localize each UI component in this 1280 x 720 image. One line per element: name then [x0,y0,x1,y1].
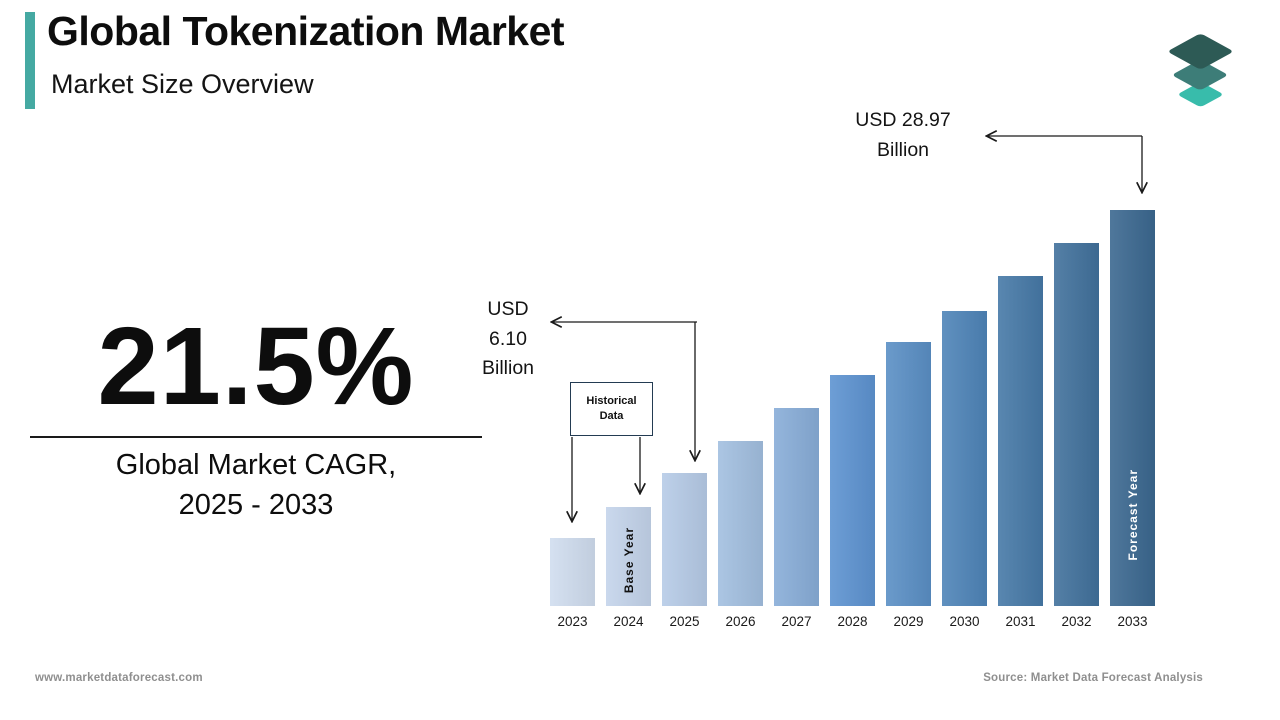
annotation-line: USD [487,298,529,320]
cagr-value: 21.5% [97,305,415,428]
stat-divider-line [30,436,482,438]
annotation-usd-28-97-billion: USD 28.97 Billion [828,106,978,165]
bar-2033: Forecast Year [1110,210,1155,606]
annotation-line: Billion [876,138,930,161]
year-tick-label: 2025 [669,614,700,629]
cagr-caption-line2: 2025 - 2033 [178,489,334,521]
bar-column-2029: 2029 [886,200,931,629]
bar-2028 [830,375,875,606]
base-year-label: Base Year [621,526,636,593]
annotation-line: 6.10 [489,327,527,350]
title-accent-bar [25,12,35,109]
bar-column-2033: Forecast Year 2033 [1110,200,1155,629]
year-tick-label: 2023 [557,614,588,629]
bar-2032 [1054,243,1099,606]
page-title: Global Tokenization Market [47,8,565,54]
historical-data-line1: Historical [586,395,637,407]
source-note: Source: Market Data Forecast Analysis [983,672,1203,684]
bar-2029 [886,342,931,606]
layers-logo-icon [1167,32,1234,114]
page-subtitle: Market Size Overview [51,69,314,99]
forecast-year-label: Forecast Year [1125,468,1140,561]
bar-column-2026: 2026 [718,200,763,629]
bar-column-2028: 2028 [830,200,875,629]
bar-2031 [998,276,1043,606]
logo-layer-top-icon [1167,33,1234,70]
bar-2023 [550,538,595,606]
historical-data-line2: Data [599,410,624,422]
bar-chart: 2023 Base Year 2024 2025 2026 2027 2028 2029 203… [550,200,1155,629]
year-tick-label: 2026 [725,614,756,629]
bar-column-2025: 2025 [662,200,707,629]
website-url: www.marketdataforecast.com [35,672,203,684]
historical-data-box: Historical Data [570,382,653,436]
bar-2025 [662,473,707,606]
year-tick-label: 2031 [1005,614,1036,629]
bar-column-2024: Base Year 2024 [606,200,651,629]
year-tick-label: 2024 [613,614,644,629]
annotation-line: Billion [481,357,535,379]
year-tick-label: 2027 [781,614,812,629]
bar-2026 [718,441,763,606]
year-tick-label: 2032 [1061,614,1092,629]
year-tick-label: 2029 [893,614,924,629]
bar-column-2023: 2023 [550,200,595,629]
year-tick-label: 2028 [837,614,868,629]
bar-column-2027: 2027 [774,200,819,629]
cagr-caption-line1: Global Market CAGR, [115,449,397,481]
bar-column-2031: 2031 [998,200,1043,629]
annotation-line: USD 28.97 [855,109,951,131]
bar-column-2030: 2030 [942,200,987,629]
bar-2030 [942,311,987,606]
year-tick-label: 2033 [1117,614,1148,629]
bar-2027 [774,408,819,606]
bar-2024: Base Year [606,507,651,606]
year-tick-label: 2030 [949,614,980,629]
bar-column-2032: 2032 [1054,200,1099,629]
annotation-usd-6-10-billion: USD 6.10 Billion [468,295,548,384]
